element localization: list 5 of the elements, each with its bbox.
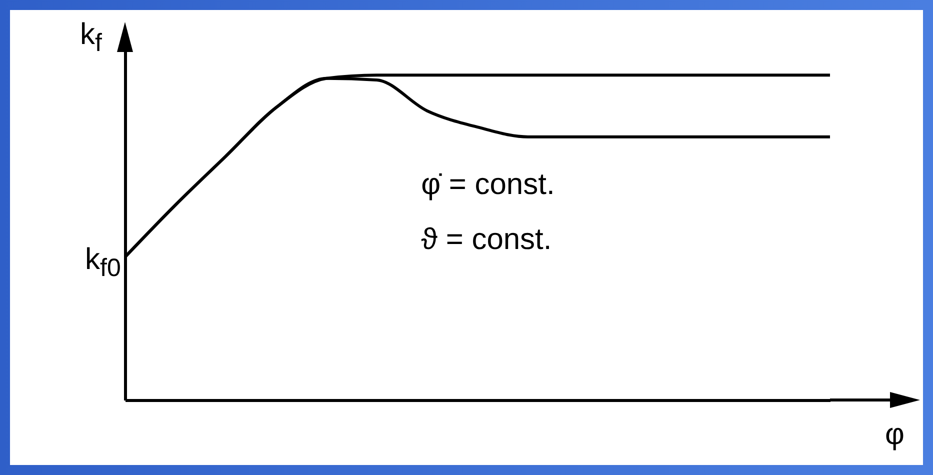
- annotation: ϑ = const.: [421, 222, 552, 256]
- x-axis-title: φ: [885, 418, 904, 451]
- text: k$_{f0}$: [85, 243, 121, 282]
- y-axis-title: k$_{f}$: [80, 18, 102, 57]
- annotation: φ̇ = const.: [421, 168, 555, 201]
